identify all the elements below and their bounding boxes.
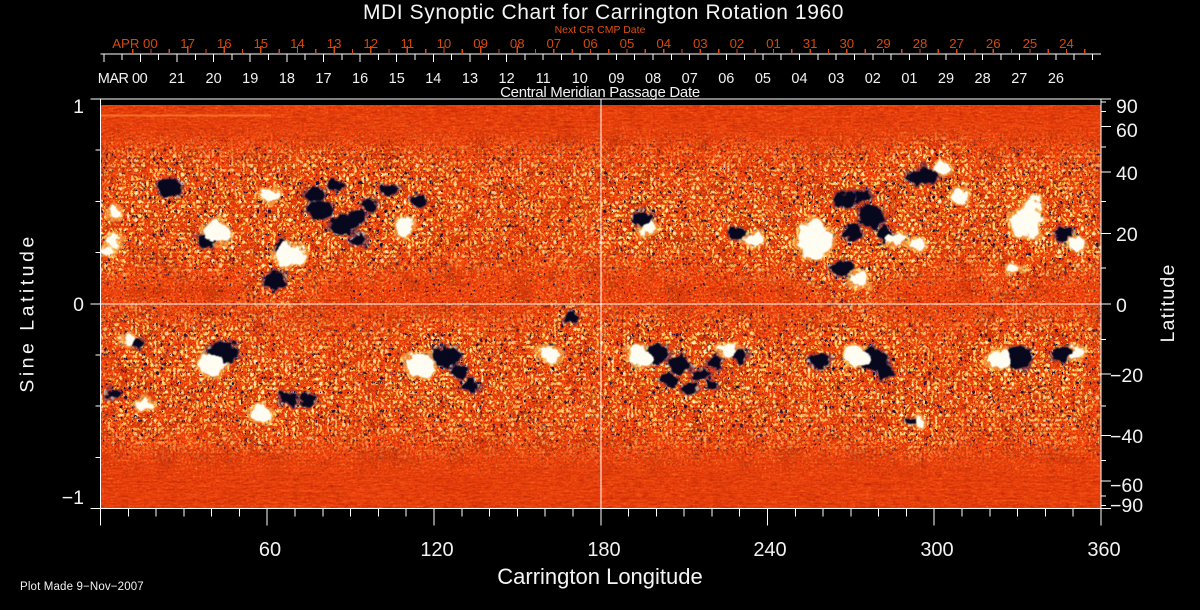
svg-text:Latitude: Latitude — [1157, 264, 1179, 343]
svg-text:13: 13 — [327, 36, 342, 51]
svg-text:28: 28 — [975, 71, 991, 87]
svg-text:17: 17 — [180, 36, 195, 51]
svg-text:04: 04 — [656, 36, 671, 51]
svg-text:−1: −1 — [62, 487, 84, 509]
svg-text:11: 11 — [400, 36, 414, 51]
svg-text:30: 30 — [839, 36, 854, 51]
svg-text:−40: −40 — [1110, 426, 1143, 448]
svg-text:MAR 00: MAR 00 — [98, 71, 148, 87]
svg-text:Plot Made 9−Nov−2007: Plot Made 9−Nov−2007 — [20, 581, 144, 593]
svg-text:01: 01 — [766, 36, 781, 51]
svg-text:05: 05 — [755, 71, 771, 87]
svg-text:Central Meridian Passage Date: Central Meridian Passage Date — [500, 84, 700, 101]
svg-text:240: 240 — [753, 539, 786, 561]
svg-text:90: 90 — [1116, 96, 1138, 118]
svg-text:Next CR CMP Date: Next CR CMP Date — [555, 24, 646, 36]
svg-text:1: 1 — [73, 96, 84, 118]
svg-text:180: 180 — [587, 539, 620, 561]
svg-text:31: 31 — [803, 36, 818, 51]
svg-text:07: 07 — [546, 36, 561, 51]
svg-text:10: 10 — [572, 71, 588, 87]
svg-text:15: 15 — [253, 36, 268, 51]
svg-text:APR 00: APR 00 — [112, 36, 157, 51]
svg-text:26: 26 — [1048, 71, 1064, 87]
svg-text:09: 09 — [473, 36, 488, 51]
svg-text:13: 13 — [462, 71, 478, 87]
svg-text:28: 28 — [913, 36, 928, 51]
svg-text:06: 06 — [583, 36, 598, 51]
svg-text:19: 19 — [242, 71, 258, 87]
svg-text:60: 60 — [1116, 120, 1138, 142]
svg-text:14: 14 — [425, 71, 441, 87]
svg-text:Carrington Longitude: Carrington Longitude — [497, 564, 702, 589]
svg-text:14: 14 — [290, 36, 305, 51]
svg-text:−60: −60 — [1110, 475, 1143, 497]
svg-text:120: 120 — [420, 539, 453, 561]
svg-text:11: 11 — [536, 71, 551, 87]
svg-text:20: 20 — [1116, 224, 1138, 246]
svg-text:07: 07 — [682, 71, 698, 87]
svg-text:25: 25 — [1023, 36, 1038, 51]
svg-text:03: 03 — [828, 71, 844, 87]
svg-text:16: 16 — [217, 36, 232, 51]
svg-text:MDI Synoptic Chart for Carring: MDI Synoptic Chart for Carrington Rotati… — [363, 1, 844, 24]
svg-text:27: 27 — [1011, 71, 1027, 87]
svg-text:17: 17 — [315, 71, 331, 87]
svg-text:12: 12 — [363, 36, 378, 51]
svg-text:360: 360 — [1087, 539, 1120, 561]
svg-text:08: 08 — [510, 36, 525, 51]
svg-text:08: 08 — [645, 71, 661, 87]
svg-text:01: 01 — [901, 71, 917, 87]
svg-text:60: 60 — [259, 539, 281, 561]
svg-text:04: 04 — [791, 71, 807, 87]
svg-text:05: 05 — [620, 36, 635, 51]
svg-text:12: 12 — [499, 71, 515, 87]
svg-text:09: 09 — [608, 71, 624, 87]
svg-text:−20: −20 — [1110, 365, 1143, 387]
svg-text:29: 29 — [938, 71, 954, 87]
svg-text:24: 24 — [1059, 36, 1074, 51]
svg-text:02: 02 — [865, 71, 881, 87]
svg-text:300: 300 — [920, 539, 953, 561]
svg-text:18: 18 — [279, 71, 295, 87]
svg-text:Sine Latitude: Sine Latitude — [17, 233, 39, 392]
svg-text:03: 03 — [693, 36, 708, 51]
svg-text:0: 0 — [73, 294, 84, 316]
svg-text:06: 06 — [718, 71, 734, 87]
svg-text:27: 27 — [949, 36, 964, 51]
svg-text:02: 02 — [730, 36, 745, 51]
svg-text:15: 15 — [389, 71, 405, 87]
svg-text:16: 16 — [352, 71, 368, 87]
svg-text:40: 40 — [1116, 163, 1138, 185]
svg-text:0: 0 — [1116, 295, 1127, 317]
svg-text:10: 10 — [437, 36, 452, 51]
svg-text:21: 21 — [169, 71, 185, 87]
svg-text:−90: −90 — [1110, 495, 1143, 517]
svg-text:26: 26 — [986, 36, 1001, 51]
svg-text:20: 20 — [206, 71, 222, 87]
svg-text:29: 29 — [876, 36, 891, 51]
